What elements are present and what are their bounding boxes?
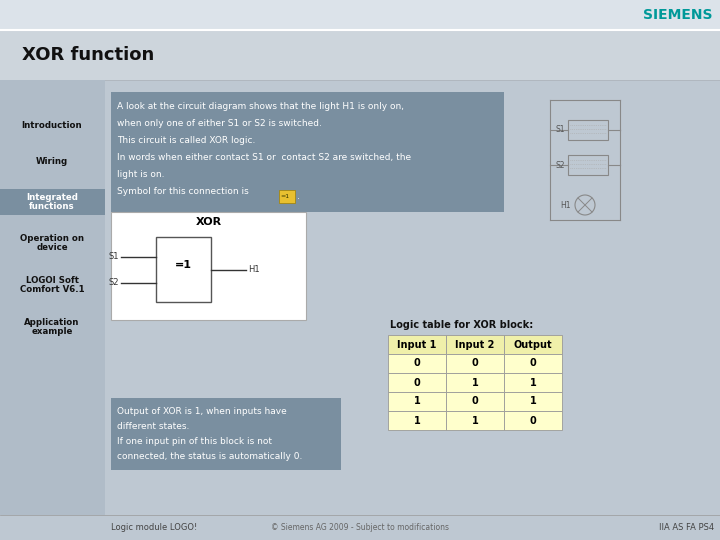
Bar — [446, 373, 504, 392]
Text: light is on.: light is on. — [117, 170, 164, 179]
Text: Wiring: Wiring — [36, 158, 68, 166]
Text: Introduction: Introduction — [22, 120, 82, 130]
Text: device: device — [36, 243, 68, 252]
Text: XOR: XOR — [195, 217, 222, 227]
Text: =1: =1 — [280, 194, 289, 199]
Bar — [504, 354, 562, 373]
Text: IIA AS FA PS4: IIA AS FA PS4 — [659, 523, 714, 531]
Bar — [568, 155, 608, 175]
Text: 0: 0 — [530, 415, 536, 426]
Bar — [504, 335, 562, 354]
Bar — [279, 190, 295, 203]
Text: 0: 0 — [472, 359, 478, 368]
Bar — [388, 335, 446, 354]
Text: XOR function: XOR function — [22, 46, 154, 64]
Bar — [111, 212, 306, 320]
Bar — [388, 392, 446, 411]
Text: SIEMENS: SIEMENS — [642, 8, 712, 22]
Bar — [0, 189, 105, 215]
Text: 1: 1 — [530, 396, 536, 407]
Text: when only one of either S1 or S2 is switched.: when only one of either S1 or S2 is swit… — [117, 119, 322, 128]
Text: 1: 1 — [413, 415, 420, 426]
Text: 0: 0 — [530, 359, 536, 368]
Bar — [0, 0, 720, 30]
Text: S2: S2 — [109, 278, 119, 287]
Text: .: . — [297, 192, 300, 201]
Text: connected, the status is automatically 0.: connected, the status is automatically 0… — [117, 452, 302, 461]
Text: If one input pin of this block is not: If one input pin of this block is not — [117, 437, 272, 446]
Bar — [0, 80, 105, 515]
Text: Integrated: Integrated — [26, 193, 78, 202]
Bar — [504, 373, 562, 392]
Bar — [504, 411, 562, 430]
Text: 0: 0 — [413, 359, 420, 368]
Text: S2: S2 — [555, 160, 564, 170]
Text: This circuit is called XOR logic.: This circuit is called XOR logic. — [117, 136, 256, 145]
Text: Comfort V6.1: Comfort V6.1 — [19, 285, 84, 294]
Text: 1: 1 — [472, 415, 478, 426]
Bar — [446, 411, 504, 430]
Bar — [156, 237, 211, 302]
Text: Symbol for this connection is: Symbol for this connection is — [117, 187, 248, 196]
Text: Output of XOR is 1, when inputs have: Output of XOR is 1, when inputs have — [117, 407, 287, 416]
Text: H1: H1 — [248, 265, 260, 274]
Bar — [388, 411, 446, 430]
Text: In words when either contact S1 or  contact S2 are switched, the: In words when either contact S1 or conta… — [117, 153, 411, 162]
Bar — [0, 30, 720, 80]
Text: Input 1: Input 1 — [397, 340, 437, 349]
Text: LOGOI Soft: LOGOI Soft — [25, 276, 78, 285]
Text: Logic table for XOR block:: Logic table for XOR block: — [390, 320, 534, 330]
Bar — [504, 392, 562, 411]
Text: 0: 0 — [472, 396, 478, 407]
Text: S1: S1 — [109, 252, 119, 261]
Bar — [111, 398, 341, 470]
Text: © Siemens AG 2009 - Subject to modifications: © Siemens AG 2009 - Subject to modificat… — [271, 523, 449, 531]
Text: 1: 1 — [472, 377, 478, 388]
Text: functions: functions — [30, 202, 75, 211]
Text: 1: 1 — [413, 396, 420, 407]
Text: Application: Application — [24, 318, 80, 327]
Text: different states.: different states. — [117, 422, 189, 431]
Bar — [388, 354, 446, 373]
Text: 0: 0 — [413, 377, 420, 388]
Text: 1: 1 — [530, 377, 536, 388]
Bar — [388, 373, 446, 392]
Text: A look at the circuit diagram shows that the light H1 is only on,: A look at the circuit diagram shows that… — [117, 102, 404, 111]
Text: Input 2: Input 2 — [455, 340, 495, 349]
Text: Logic module LOGO!: Logic module LOGO! — [111, 523, 197, 531]
Bar — [446, 354, 504, 373]
Text: S1: S1 — [555, 125, 564, 134]
Text: H1: H1 — [560, 200, 571, 210]
Bar — [446, 392, 504, 411]
Text: example: example — [31, 327, 73, 336]
Text: Output: Output — [513, 340, 552, 349]
Bar — [111, 92, 504, 212]
Text: Operation on: Operation on — [20, 234, 84, 243]
Text: =1: =1 — [175, 260, 192, 269]
Bar — [446, 335, 504, 354]
Bar — [568, 120, 608, 140]
